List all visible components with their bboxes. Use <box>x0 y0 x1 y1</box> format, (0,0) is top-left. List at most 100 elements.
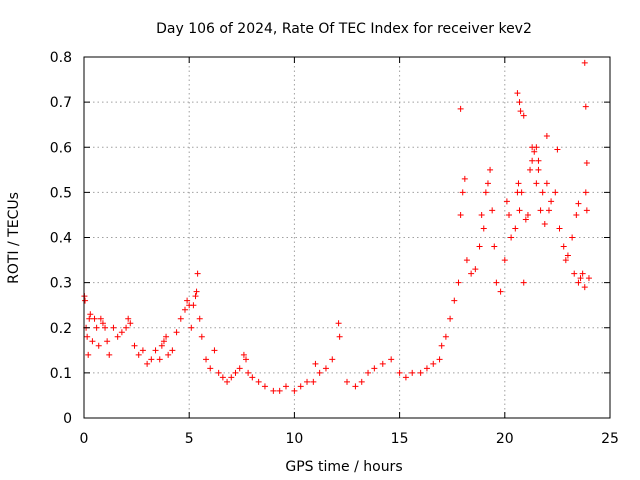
x-axis-title: GPS time / hours <box>285 459 402 475</box>
data-point <box>533 144 540 151</box>
data-point <box>451 297 458 304</box>
data-point <box>228 374 235 381</box>
data-point <box>270 387 277 394</box>
data-point <box>520 279 527 286</box>
data-point <box>468 270 475 277</box>
data-point <box>297 383 304 390</box>
data-point <box>562 257 569 264</box>
data-point <box>560 243 567 250</box>
data-point <box>545 207 552 214</box>
data-point <box>379 360 386 367</box>
data-point <box>518 189 525 196</box>
data-point <box>417 369 424 376</box>
data-point <box>276 387 283 394</box>
data-point <box>497 288 504 295</box>
data-point <box>99 320 106 327</box>
data-point <box>517 108 524 115</box>
data-point <box>569 234 576 241</box>
data-point <box>520 112 527 119</box>
data-point <box>192 293 199 300</box>
x-tick-label: 10 <box>285 431 303 447</box>
data-point <box>531 148 538 155</box>
data-point <box>575 200 582 207</box>
data-point <box>255 378 262 385</box>
data-point <box>336 333 343 340</box>
data-point <box>556 225 563 232</box>
data-point <box>144 360 151 367</box>
data-point <box>524 211 531 218</box>
data-point <box>516 207 523 214</box>
data-point <box>184 297 191 304</box>
data-point <box>478 211 485 218</box>
data-point <box>402 374 409 381</box>
data-point <box>125 315 132 322</box>
y-tick-label: 0.6 <box>50 140 72 156</box>
data-point <box>181 306 188 313</box>
data-point <box>506 211 513 218</box>
data-point <box>198 333 205 340</box>
data-point <box>396 369 403 376</box>
data-point <box>123 324 130 331</box>
data-point <box>196 315 203 322</box>
data-point <box>82 297 89 304</box>
data-point <box>106 351 113 358</box>
data-point <box>491 243 498 250</box>
data-point <box>322 365 329 372</box>
data-point <box>543 132 550 139</box>
data-point <box>156 356 163 363</box>
data-point <box>527 166 534 173</box>
data-point <box>188 324 195 331</box>
data-point <box>91 315 98 322</box>
data-point <box>114 333 121 340</box>
data-point <box>581 59 588 66</box>
data-point <box>436 356 443 363</box>
data-point <box>104 338 111 345</box>
data-point <box>160 338 167 345</box>
data-point <box>193 288 200 295</box>
data-point <box>482 189 489 196</box>
data-point <box>97 315 104 322</box>
data-point <box>573 211 580 218</box>
grid-lines <box>84 57 610 418</box>
data-point <box>537 207 544 214</box>
data-point <box>472 266 479 273</box>
x-tick-labels: 0 5 10 15 20 25 <box>80 431 619 447</box>
data-point <box>304 378 311 385</box>
data-point <box>430 360 437 367</box>
y-tick-label: 0.8 <box>50 50 72 66</box>
data-point <box>583 160 590 167</box>
data-point <box>512 225 519 232</box>
y-tick-label: 0.1 <box>50 366 72 382</box>
data-point <box>249 374 256 381</box>
plot-frame <box>83 56 611 419</box>
data-point <box>152 347 159 354</box>
data-point <box>442 333 449 340</box>
data-point <box>165 351 172 358</box>
data-point <box>158 342 165 349</box>
data-point <box>243 356 250 363</box>
y-tick-label: 0.2 <box>50 321 72 337</box>
data-point <box>177 315 184 322</box>
data-point <box>312 360 319 367</box>
data-point <box>190 302 197 309</box>
data-point <box>583 207 590 214</box>
x-tick-label: 25 <box>601 431 619 447</box>
data-point <box>543 180 550 187</box>
data-point <box>581 284 588 291</box>
data-point <box>194 270 201 277</box>
y-axis-title: ROTI / TECUs <box>6 192 22 284</box>
data-point <box>480 225 487 232</box>
data-point <box>211 347 218 354</box>
data-point <box>461 175 468 182</box>
data-point <box>240 351 247 358</box>
data-point <box>344 378 350 385</box>
x-tick-label: 15 <box>391 431 409 447</box>
data-point <box>139 347 146 354</box>
data-point <box>335 320 342 327</box>
data-point <box>261 383 268 390</box>
y-tick-labels: 0 0.1 0.2 0.3 0.4 0.5 0.6 0.7 0.8 <box>50 50 72 427</box>
data-point <box>501 257 508 264</box>
data-point <box>535 166 542 173</box>
data-point <box>203 356 210 363</box>
data-point <box>579 270 586 277</box>
